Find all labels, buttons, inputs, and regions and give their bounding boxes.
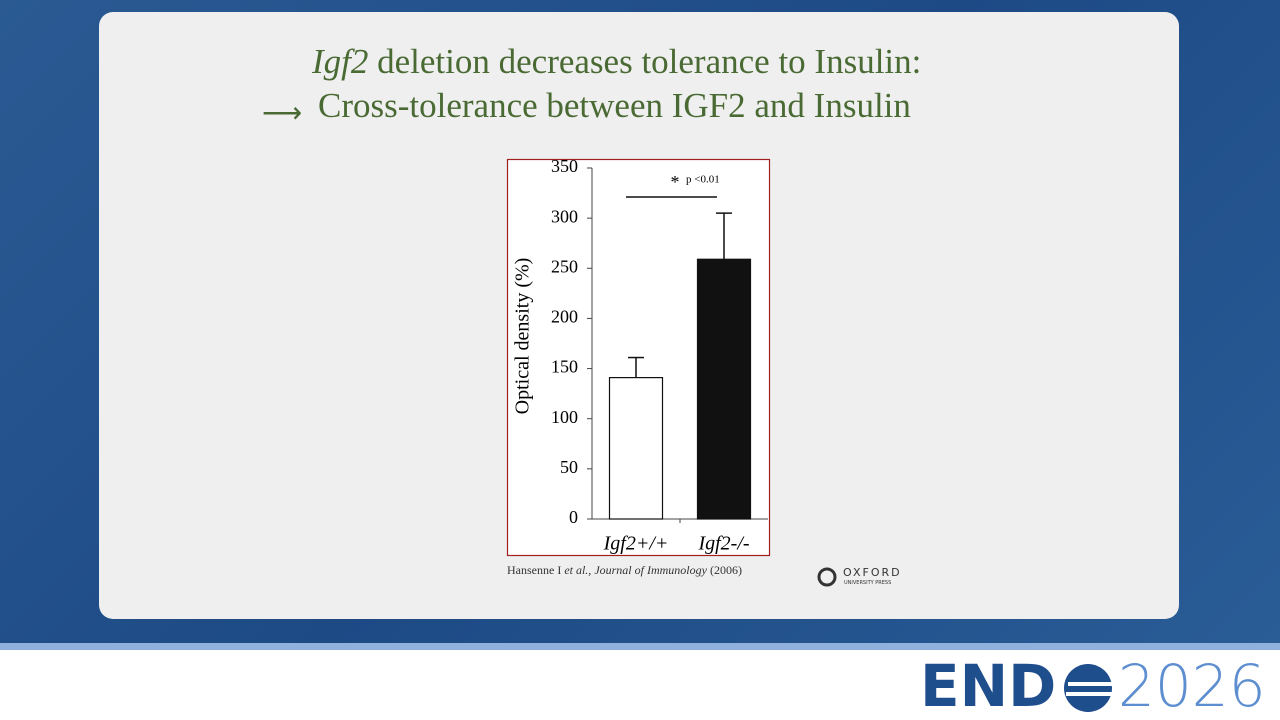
y-tick-label: 100 [551,407,578,427]
y-tick-label: 150 [551,357,578,377]
y-tick-label: 200 [551,307,578,327]
y-tick-label: 50 [560,457,578,477]
significance-star: * [671,172,680,192]
event-logo: END 2026 [920,652,1266,720]
title: Igf2 deletion decreases tolerance to Ins… [312,42,921,82]
cite-journal: Journal of Immunology [594,563,707,577]
cite-etal: et al., [564,563,592,577]
bar [608,376,664,520]
arrow: ⟶ [262,98,303,129]
y-tick-label: 300 [551,206,578,226]
citation: Hansenne I et al., Journal of Immunology… [507,563,742,578]
subtitle: Cross-tolerance between IGF2 and Insulin [318,86,911,125]
significance-text: p <0.01 [686,174,720,186]
x-tick-label: Igf2-/- [697,533,749,555]
cite-year: (2006) [709,563,742,577]
title-italic: Igf2 [312,42,369,81]
x-tick-label: Igf2+/+ [603,533,669,555]
event-year: 2026 [1118,652,1266,720]
publisher-sub: UNIVERSITY PRESS [844,580,892,586]
stripe [0,643,1280,650]
event-name: END [920,652,1057,720]
y-axis-label: Optical density (%) [512,258,534,415]
publisher-name: OXFORD [843,566,902,579]
bar [696,258,752,520]
y-tick-label: 350 [551,156,578,176]
y-tick-label: 250 [551,256,578,276]
publisher-icon [817,567,837,587]
y-tick-label: 0 [569,507,578,527]
title-text: deletion decreases tolerance to Insulin: [377,42,922,81]
cite-author: Hansenne I [507,563,562,577]
globe-icon [1064,664,1116,712]
